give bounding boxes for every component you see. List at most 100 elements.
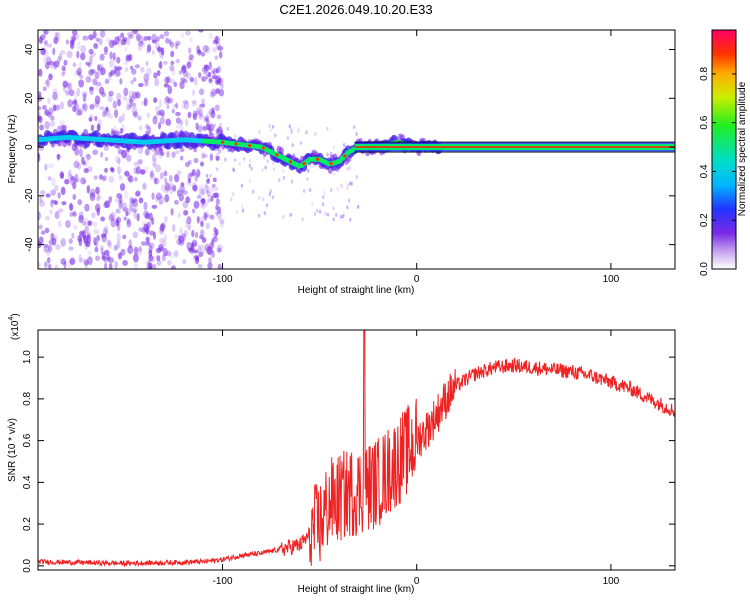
spectrogram-noise-point	[158, 243, 164, 252]
spectrogram-noise-point	[281, 169, 285, 174]
spectrogram-noise-point	[54, 200, 58, 206]
spectrogram-noise-point	[149, 173, 155, 181]
spectrogram-noise-point	[143, 97, 148, 107]
spectrogram-noise-point	[342, 142, 346, 147]
spectrogram-noise-point	[55, 31, 61, 41]
spectrogram-noise-point	[126, 154, 132, 162]
spectrogram-noise-point	[341, 214, 345, 219]
spectrogram-noise-point	[157, 47, 163, 52]
spectrogram-noise-point	[240, 183, 244, 188]
snr-y-tick-label: 0.6	[22, 433, 33, 447]
spectrogram-noise-point	[140, 66, 145, 73]
spectrogram-noise-point	[46, 250, 51, 257]
spectrogram-noise-point	[154, 78, 160, 87]
spectrogram-noise-point	[195, 110, 202, 116]
spectrogram-noise-scatter	[38, 30, 360, 269]
spectrogram-noise-point	[76, 67, 83, 76]
spectrogram-noise-point	[120, 32, 125, 39]
spectrogram-noise-point	[146, 44, 152, 53]
spectrogram-noise-point	[206, 189, 209, 194]
spectrogram-noise-point	[73, 224, 78, 231]
spectrogram-noise-point	[136, 213, 140, 222]
spectrogram-noise-point	[78, 254, 82, 263]
spectrogram-y-tick-label: 40	[24, 44, 35, 56]
spectrogram-noise-point	[137, 159, 143, 165]
spectrogram-noise-point	[133, 246, 139, 255]
spectrogram-noise-point	[186, 216, 192, 225]
spectrogram-noise-point	[119, 183, 126, 191]
spectrogram-noise-point	[323, 190, 326, 195]
spectrogram-noise-point	[80, 156, 85, 165]
spectrogram-noise-point	[211, 250, 215, 258]
spectrogram-noise-point	[42, 86, 47, 92]
spectrogram-noise-point	[226, 126, 229, 131]
spectrogram-noise-point	[118, 200, 123, 210]
spectrogram-noise-point	[151, 217, 155, 225]
spectrogram-noise-point	[151, 192, 155, 200]
spectrogram-noise-point	[56, 153, 60, 161]
colorbar-tick-label: 0.8	[699, 67, 710, 81]
spectrogram-noise-point	[217, 65, 222, 74]
spectrogram-noise-point	[98, 174, 104, 180]
spectrogram-noise-point	[146, 67, 152, 76]
spectrogram-noise-point	[39, 200, 45, 207]
spectrogram-noise-point	[212, 236, 219, 243]
spectrogram-noise-point	[204, 185, 209, 192]
spectrogram-noise-point	[131, 208, 137, 213]
spectrogram-noise-point	[93, 175, 98, 180]
spectrogram-noise-point	[179, 226, 183, 236]
spectrogram-noise-point	[205, 191, 212, 197]
spectrogram-noise-point	[156, 111, 162, 116]
spectrogram-noise-point	[138, 227, 144, 233]
spectrogram-noise-point	[127, 245, 134, 255]
spectrogram-noise-point	[159, 34, 165, 40]
spectrogram-noise-point	[47, 97, 51, 105]
spectrogram-noise-point	[186, 72, 191, 80]
spectrogram-noise-point	[98, 37, 103, 46]
spectrogram-noise-point	[107, 254, 111, 262]
spectrogram-noise-point	[213, 227, 217, 233]
spectrogram-noise-point	[207, 177, 210, 182]
spectrogram-y-ticks: -40 -20 0 20 40	[24, 44, 675, 252]
snr-y-ticks: 0.0 0.2 0.4 0.6 0.8 1.0	[22, 350, 675, 573]
spectrogram-noise-point	[233, 157, 237, 162]
spectrogram-noise-point	[61, 71, 65, 77]
spectrogram-noise-point	[313, 212, 317, 217]
spectrogram-noise-point	[152, 97, 158, 103]
spectrogram-noise-point	[69, 257, 76, 266]
spectrogram-noise-point	[192, 110, 197, 118]
spectrogram-noise-point	[112, 100, 118, 109]
spectrogram-y-tick-label: -40	[24, 237, 35, 252]
spectrogram-noise-point	[115, 197, 121, 203]
spectrogram-noise-point	[198, 187, 202, 196]
spectrogram-noise-point	[116, 71, 122, 76]
spectrogram-noise-point	[174, 234, 179, 239]
spectrogram-noise-point	[44, 109, 50, 116]
spectrogram-noise-point	[171, 265, 175, 269]
spectrogram-noise-point	[147, 125, 151, 135]
spectrogram-noise-point	[208, 257, 212, 264]
spectrogram-noise-point	[60, 238, 67, 247]
spectrogram-noise-point	[218, 88, 225, 97]
spectrogram-noise-point	[207, 193, 211, 198]
spectrogram-noise-point	[83, 259, 89, 266]
spectrogram-noise-point	[158, 195, 165, 205]
spectrogram-noise-point	[69, 35, 76, 42]
spectrogram-noise-point	[214, 88, 221, 95]
spectrogram-noise-point	[116, 131, 121, 137]
spectrogram-noise-point	[179, 119, 184, 126]
spectrogram-noise-point	[139, 125, 143, 131]
spectrogram-noise-point	[192, 113, 198, 121]
spectrogram-noise-point	[45, 193, 51, 198]
spectrogram-noise-point	[161, 112, 165, 118]
spectrogram-noise-point	[69, 39, 75, 45]
spectrogram-noise-point	[82, 35, 89, 41]
spectrogram-noise-point	[205, 173, 209, 178]
spectrogram-noise-point	[203, 211, 208, 221]
spectrogram-noise-point	[301, 217, 304, 222]
spectrogram-noise-point	[208, 79, 214, 85]
spectrogram-noise-point	[65, 90, 70, 96]
spectrogram-noise-point	[193, 249, 199, 254]
spectrogram-noise-point	[195, 122, 199, 131]
spectrogram-noise-point	[179, 147, 185, 153]
